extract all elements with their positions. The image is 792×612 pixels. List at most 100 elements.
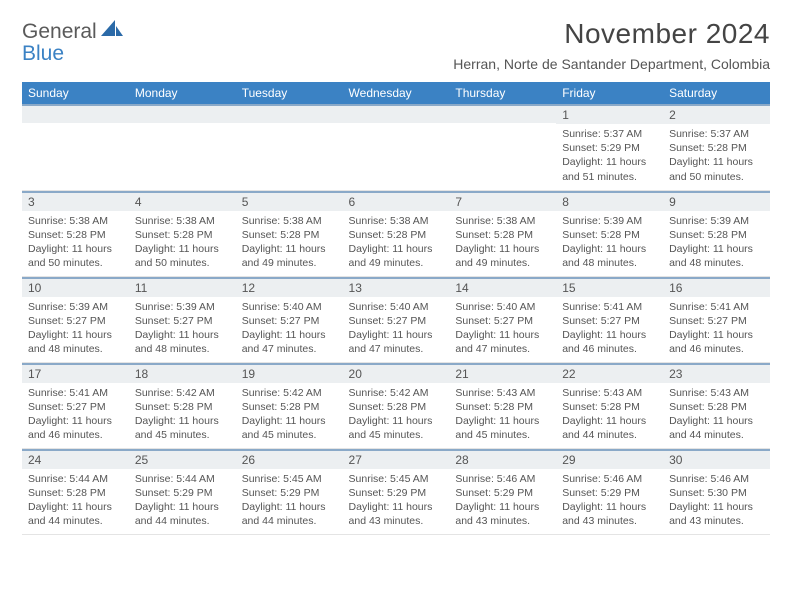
day-details: Sunrise: 5:42 AMSunset: 5:28 PMDaylight:…	[343, 383, 450, 447]
calendar-cell: 21Sunrise: 5:43 AMSunset: 5:28 PMDayligh…	[449, 362, 556, 448]
sunrise-text: Sunrise: 5:43 AM	[669, 386, 764, 400]
day-header: Sunday	[22, 82, 129, 104]
sunrise-text: Sunrise: 5:38 AM	[455, 214, 550, 228]
daylight-text: Daylight: 11 hours and 44 minutes.	[669, 414, 764, 442]
day-number: 4	[129, 191, 236, 211]
sunset-text: Sunset: 5:28 PM	[242, 400, 337, 414]
daylight-text: Daylight: 11 hours and 43 minutes.	[669, 500, 764, 528]
sunset-text: Sunset: 5:29 PM	[349, 486, 444, 500]
sunrise-text: Sunrise: 5:38 AM	[135, 214, 230, 228]
sunset-text: Sunset: 5:28 PM	[562, 400, 657, 414]
sunrise-text: Sunrise: 5:41 AM	[562, 300, 657, 314]
logo: General Blue	[22, 18, 123, 65]
calendar-cell: 7Sunrise: 5:38 AMSunset: 5:28 PMDaylight…	[449, 190, 556, 276]
daylight-text: Daylight: 11 hours and 45 minutes.	[242, 414, 337, 442]
calendar-table: SundayMondayTuesdayWednesdayThursdayFrid…	[22, 82, 770, 535]
day-number: 24	[22, 449, 129, 469]
sunrise-text: Sunrise: 5:42 AM	[242, 386, 337, 400]
day-number: 27	[343, 449, 450, 469]
sunrise-text: Sunrise: 5:38 AM	[242, 214, 337, 228]
daylight-text: Daylight: 11 hours and 44 minutes.	[562, 414, 657, 442]
day-number	[236, 104, 343, 123]
day-number: 1	[556, 104, 663, 124]
calendar-cell	[343, 104, 450, 190]
calendar-cell: 9Sunrise: 5:39 AMSunset: 5:28 PMDaylight…	[663, 190, 770, 276]
calendar-cell: 29Sunrise: 5:46 AMSunset: 5:29 PMDayligh…	[556, 448, 663, 534]
calendar-cell: 1Sunrise: 5:37 AMSunset: 5:29 PMDaylight…	[556, 104, 663, 190]
day-number: 11	[129, 277, 236, 297]
sunset-text: Sunset: 5:28 PM	[562, 228, 657, 242]
daylight-text: Daylight: 11 hours and 45 minutes.	[135, 414, 230, 442]
day-number	[449, 104, 556, 123]
day-number	[129, 104, 236, 123]
calendar-head: SundayMondayTuesdayWednesdayThursdayFrid…	[22, 82, 770, 104]
day-details: Sunrise: 5:39 AMSunset: 5:28 PMDaylight:…	[663, 211, 770, 275]
sunrise-text: Sunrise: 5:40 AM	[349, 300, 444, 314]
sunset-text: Sunset: 5:28 PM	[135, 400, 230, 414]
sunset-text: Sunset: 5:30 PM	[669, 486, 764, 500]
daylight-text: Daylight: 11 hours and 46 minutes.	[669, 328, 764, 356]
calendar-cell: 19Sunrise: 5:42 AMSunset: 5:28 PMDayligh…	[236, 362, 343, 448]
calendar-cell: 27Sunrise: 5:45 AMSunset: 5:29 PMDayligh…	[343, 448, 450, 534]
daylight-text: Daylight: 11 hours and 50 minutes.	[28, 242, 123, 270]
sunset-text: Sunset: 5:27 PM	[28, 400, 123, 414]
day-header: Monday	[129, 82, 236, 104]
daylight-text: Daylight: 11 hours and 45 minutes.	[349, 414, 444, 442]
daylight-text: Daylight: 11 hours and 51 minutes.	[562, 155, 657, 183]
sunset-text: Sunset: 5:28 PM	[135, 228, 230, 242]
calendar-cell: 22Sunrise: 5:43 AMSunset: 5:28 PMDayligh…	[556, 362, 663, 448]
day-number: 5	[236, 191, 343, 211]
day-header: Wednesday	[343, 82, 450, 104]
daylight-text: Daylight: 11 hours and 50 minutes.	[135, 242, 230, 270]
daylight-text: Daylight: 11 hours and 47 minutes.	[349, 328, 444, 356]
sunset-text: Sunset: 5:28 PM	[669, 141, 764, 155]
sunrise-text: Sunrise: 5:37 AM	[669, 127, 764, 141]
day-details: Sunrise: 5:41 AMSunset: 5:27 PMDaylight:…	[556, 297, 663, 361]
title-block: November 2024 Herran, Norte de Santander…	[453, 18, 770, 72]
daylight-text: Daylight: 11 hours and 50 minutes.	[669, 155, 764, 183]
day-details: Sunrise: 5:46 AMSunset: 5:29 PMDaylight:…	[449, 469, 556, 533]
day-header: Thursday	[449, 82, 556, 104]
calendar-cell: 20Sunrise: 5:42 AMSunset: 5:28 PMDayligh…	[343, 362, 450, 448]
calendar-cell: 5Sunrise: 5:38 AMSunset: 5:28 PMDaylight…	[236, 190, 343, 276]
sunrise-text: Sunrise: 5:42 AM	[135, 386, 230, 400]
day-number: 6	[343, 191, 450, 211]
calendar-cell: 28Sunrise: 5:46 AMSunset: 5:29 PMDayligh…	[449, 448, 556, 534]
day-details: Sunrise: 5:39 AMSunset: 5:28 PMDaylight:…	[556, 211, 663, 275]
sunrise-text: Sunrise: 5:45 AM	[349, 472, 444, 486]
daylight-text: Daylight: 11 hours and 49 minutes.	[242, 242, 337, 270]
calendar-cell	[449, 104, 556, 190]
day-details: Sunrise: 5:42 AMSunset: 5:28 PMDaylight:…	[236, 383, 343, 447]
sunrise-text: Sunrise: 5:40 AM	[242, 300, 337, 314]
day-number: 8	[556, 191, 663, 211]
calendar-cell: 14Sunrise: 5:40 AMSunset: 5:27 PMDayligh…	[449, 276, 556, 362]
daylight-text: Daylight: 11 hours and 45 minutes.	[455, 414, 550, 442]
daylight-text: Daylight: 11 hours and 49 minutes.	[455, 242, 550, 270]
calendar-cell: 25Sunrise: 5:44 AMSunset: 5:29 PMDayligh…	[129, 448, 236, 534]
sunset-text: Sunset: 5:28 PM	[28, 486, 123, 500]
day-details: Sunrise: 5:46 AMSunset: 5:29 PMDaylight:…	[556, 469, 663, 533]
daylight-text: Daylight: 11 hours and 43 minutes.	[562, 500, 657, 528]
daylight-text: Daylight: 11 hours and 48 minutes.	[28, 328, 123, 356]
sunrise-text: Sunrise: 5:39 AM	[562, 214, 657, 228]
day-details: Sunrise: 5:39 AMSunset: 5:27 PMDaylight:…	[129, 297, 236, 361]
logo-text: General Blue	[22, 18, 123, 65]
calendar-cell: 2Sunrise: 5:37 AMSunset: 5:28 PMDaylight…	[663, 104, 770, 190]
calendar-week: 3Sunrise: 5:38 AMSunset: 5:28 PMDaylight…	[22, 190, 770, 276]
day-number: 13	[343, 277, 450, 297]
day-details: Sunrise: 5:43 AMSunset: 5:28 PMDaylight:…	[556, 383, 663, 447]
sunset-text: Sunset: 5:28 PM	[349, 228, 444, 242]
sunrise-text: Sunrise: 5:44 AM	[135, 472, 230, 486]
day-details: Sunrise: 5:41 AMSunset: 5:27 PMDaylight:…	[22, 383, 129, 447]
daylight-text: Daylight: 11 hours and 48 minutes.	[135, 328, 230, 356]
day-details: Sunrise: 5:43 AMSunset: 5:28 PMDaylight:…	[449, 383, 556, 447]
sunrise-text: Sunrise: 5:37 AM	[562, 127, 657, 141]
calendar-cell: 23Sunrise: 5:43 AMSunset: 5:28 PMDayligh…	[663, 362, 770, 448]
sunset-text: Sunset: 5:28 PM	[349, 400, 444, 414]
logo-sail-icon	[101, 25, 123, 42]
day-number: 18	[129, 363, 236, 383]
calendar-cell: 6Sunrise: 5:38 AMSunset: 5:28 PMDaylight…	[343, 190, 450, 276]
calendar-week: 1Sunrise: 5:37 AMSunset: 5:29 PMDaylight…	[22, 104, 770, 190]
calendar-cell: 30Sunrise: 5:46 AMSunset: 5:30 PMDayligh…	[663, 448, 770, 534]
calendar-cell: 18 Sunrise: 5:42 AMSunset: 5:28 PMDayligh…	[129, 362, 236, 448]
